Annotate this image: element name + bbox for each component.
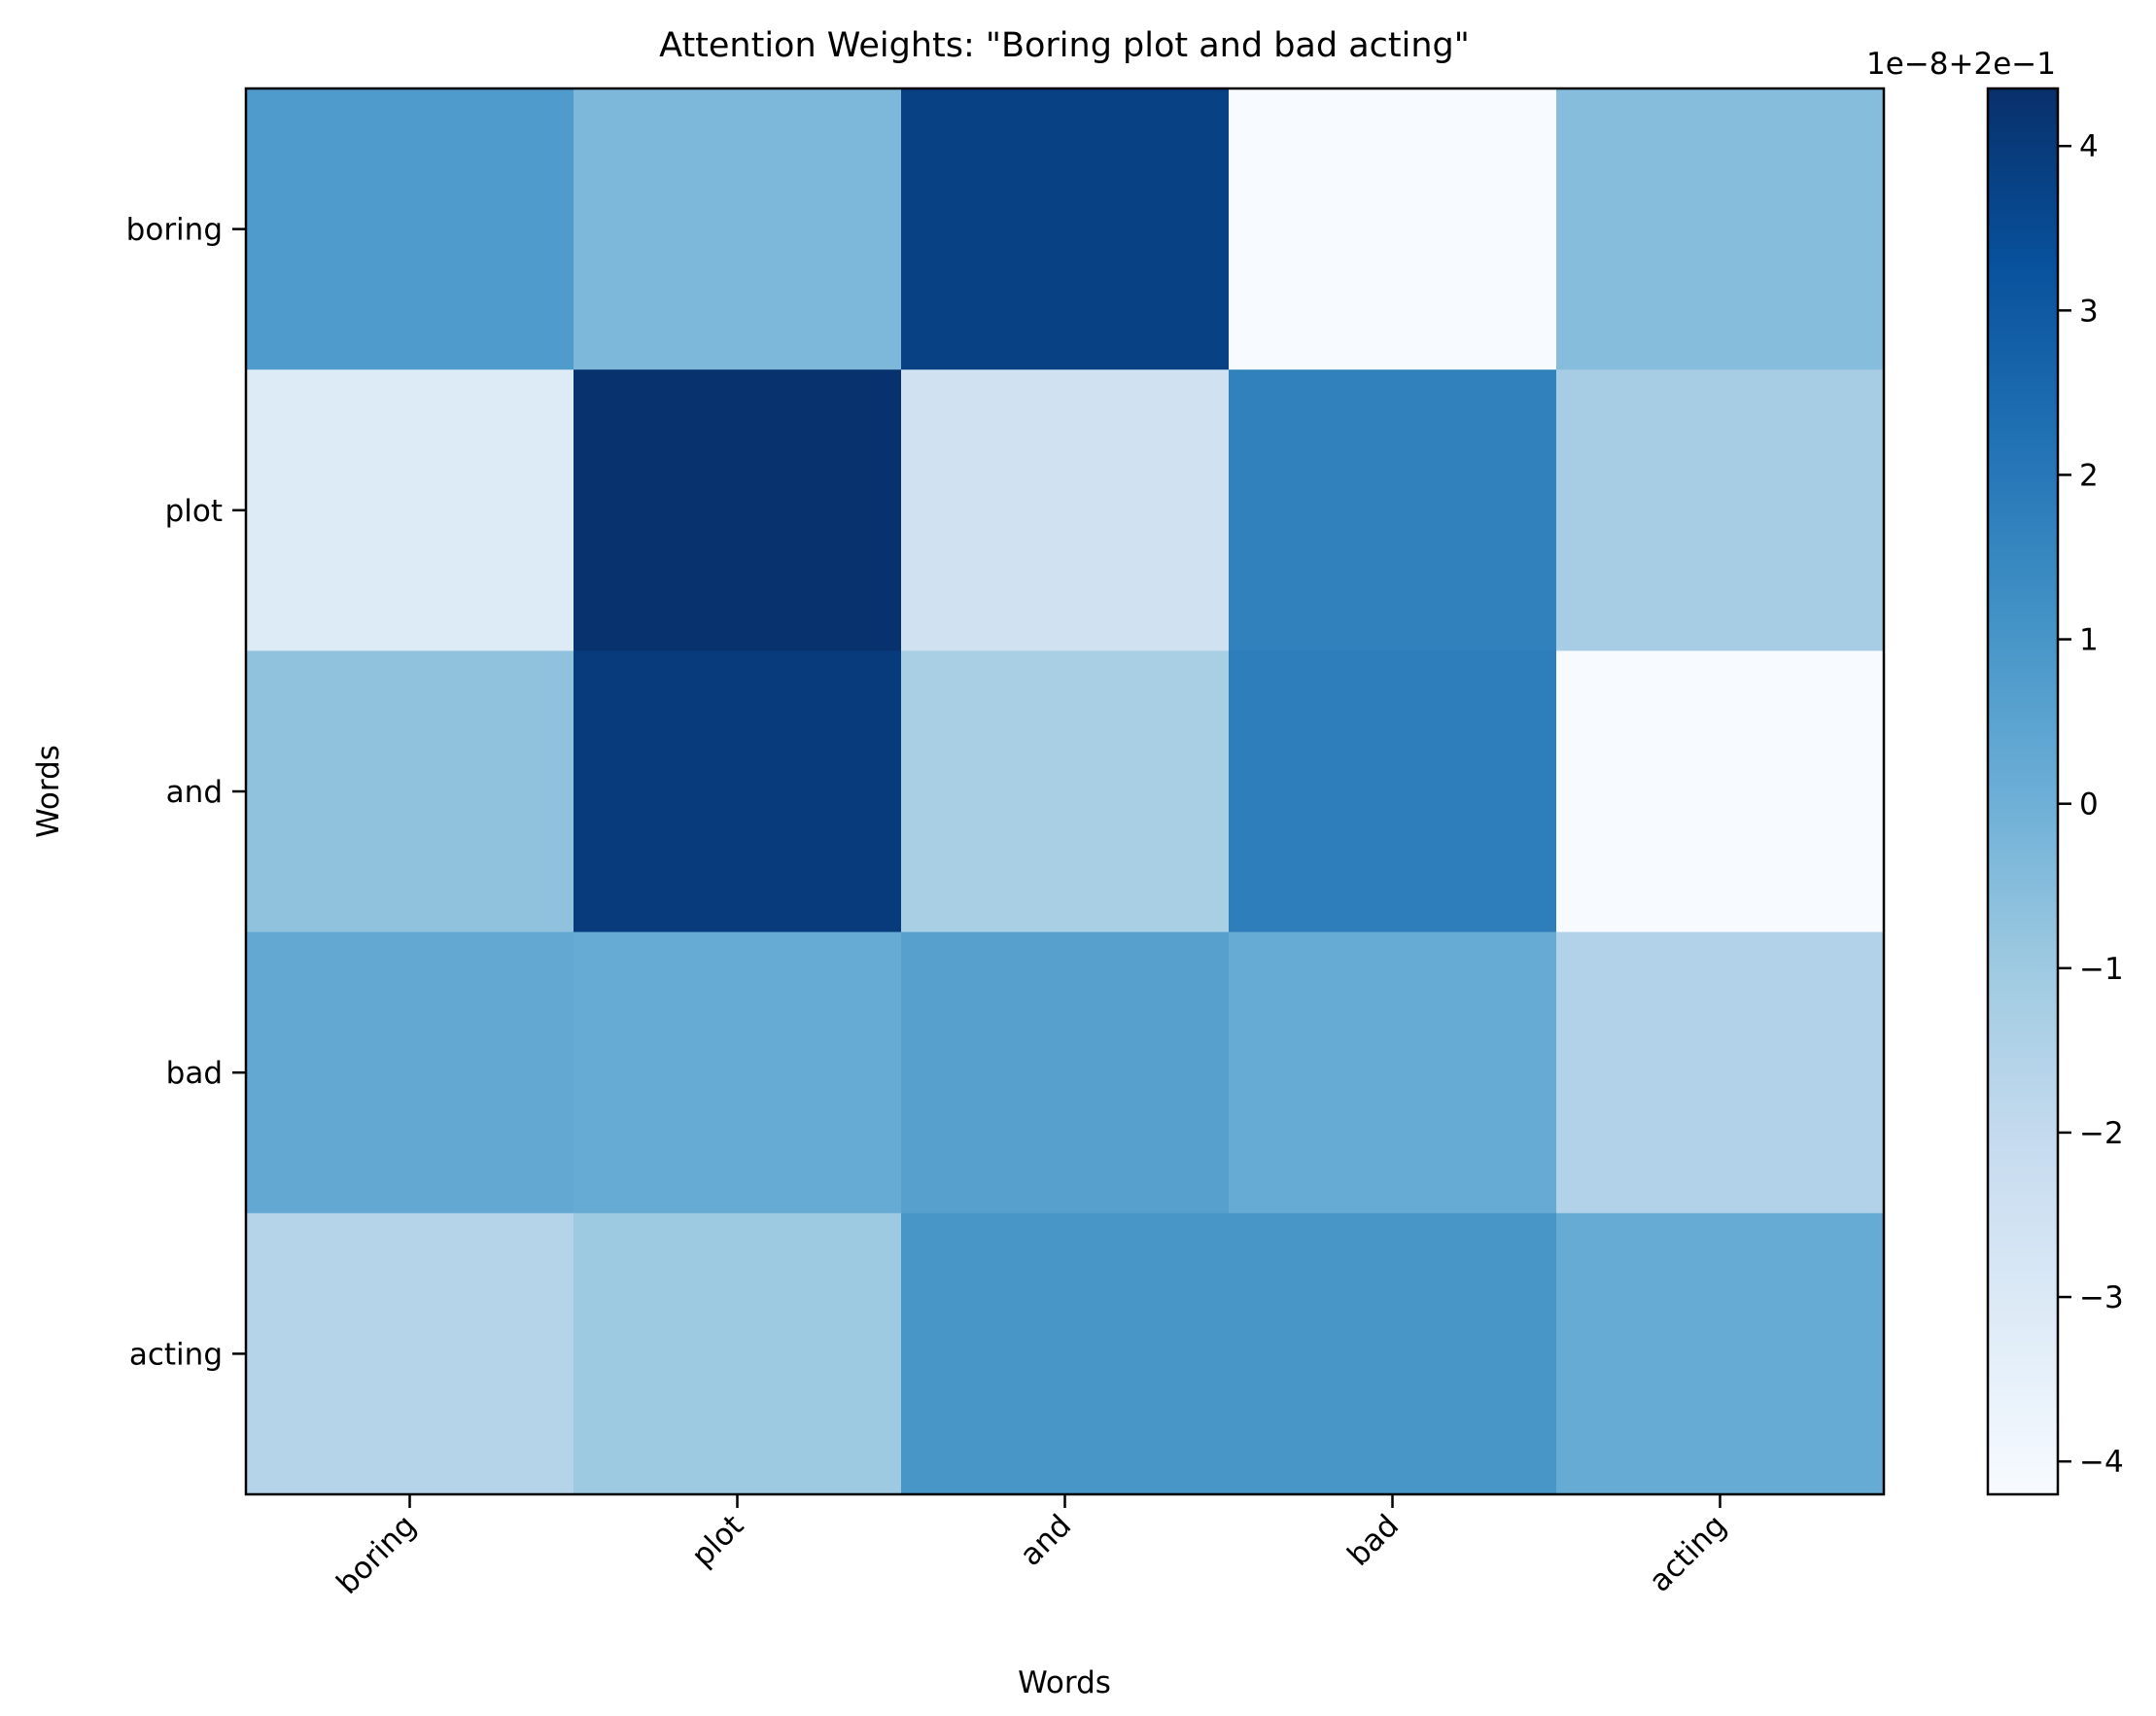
heatmap-cell-boring-acting [1556, 88, 1885, 370]
colorbar-tick-label: 4 [2079, 129, 2099, 164]
heatmap-cell-bad-bad [1229, 931, 1557, 1214]
colorbar-tick-label: −2 [2079, 1116, 2124, 1151]
heatmap-cell-and-boring [246, 650, 574, 933]
colorbar-tick-label: 0 [2079, 788, 2099, 823]
y-axis-ticks: boring plot and bad acting [126, 213, 246, 1372]
heatmap-cell-acting-bad [1229, 1212, 1557, 1495]
y-tick-label: and [166, 775, 223, 810]
heatmap-cell-plot-acting [1556, 369, 1885, 651]
heatmap-cell-plot-plot [574, 369, 902, 651]
heatmap-cell-and-and [901, 650, 1230, 933]
heatmap-cell-and-bad [1229, 650, 1557, 933]
heatmap-cell-plot-boring [246, 369, 574, 651]
heatmap-cells [246, 88, 1885, 1495]
y-tick-label: plot [165, 494, 223, 529]
heatmap-cell-bad-plot [574, 931, 902, 1214]
heatmap-cell-and-acting [1556, 650, 1885, 933]
heatmap-cell-bad-acting [1556, 931, 1885, 1214]
x-tick-label: and [1013, 1508, 1078, 1573]
heatmap-cell-acting-and [901, 1212, 1230, 1495]
heatmap-cell-boring-bad [1229, 88, 1557, 370]
chart-title: Attention Weights: "Boring plot and bad … [659, 26, 1470, 65]
colorbar-tick-label: −3 [2079, 1280, 2124, 1315]
y-tick-label: bad [166, 1056, 223, 1091]
heatmap-cell-acting-acting [1556, 1212, 1885, 1495]
heatmap-cell-acting-boring [246, 1212, 574, 1495]
colorbar-tick-label: 3 [2079, 294, 2099, 329]
x-axis-ticks: boring plot and bad acting [330, 1494, 1733, 1601]
heatmap-cell-plot-bad [1229, 369, 1557, 651]
heatmap-cell-bad-boring [246, 931, 574, 1214]
colorbar-offset-label: 1e−8+2e−1 [1866, 47, 2056, 82]
heatmap-cell-and-plot [574, 650, 902, 933]
x-tick-label: acting [1643, 1508, 1733, 1598]
y-tick-label: boring [126, 213, 223, 248]
y-axis-label: Words [31, 745, 66, 838]
x-axis-label: Words [1018, 1665, 1111, 1700]
heatmap-cell-boring-and [901, 88, 1230, 370]
colorbar [1986, 87, 2060, 1496]
heatmap-cell-boring-plot [574, 88, 902, 370]
colorbar-tick-label: 2 [2079, 458, 2099, 493]
colorbar-tick-label: −4 [2079, 1445, 2124, 1480]
colorbar-tick-label: −1 [2079, 952, 2124, 987]
x-tick-label: plot [685, 1508, 750, 1573]
x-tick-label: bad [1340, 1508, 1406, 1573]
colorbar-ticks: −4 −3 −2 −1 0 1 2 3 4 [2058, 129, 2124, 1480]
heatmap-cell-boring-boring [246, 88, 574, 370]
heatmap-cell-plot-and [901, 369, 1230, 651]
heatmap-cell-acting-plot [574, 1212, 902, 1495]
heatmap-cell-bad-and [901, 931, 1230, 1214]
colorbar-tick-label: 1 [2079, 623, 2099, 658]
x-tick-label: boring [330, 1508, 423, 1601]
y-tick-label: acting [129, 1337, 223, 1372]
